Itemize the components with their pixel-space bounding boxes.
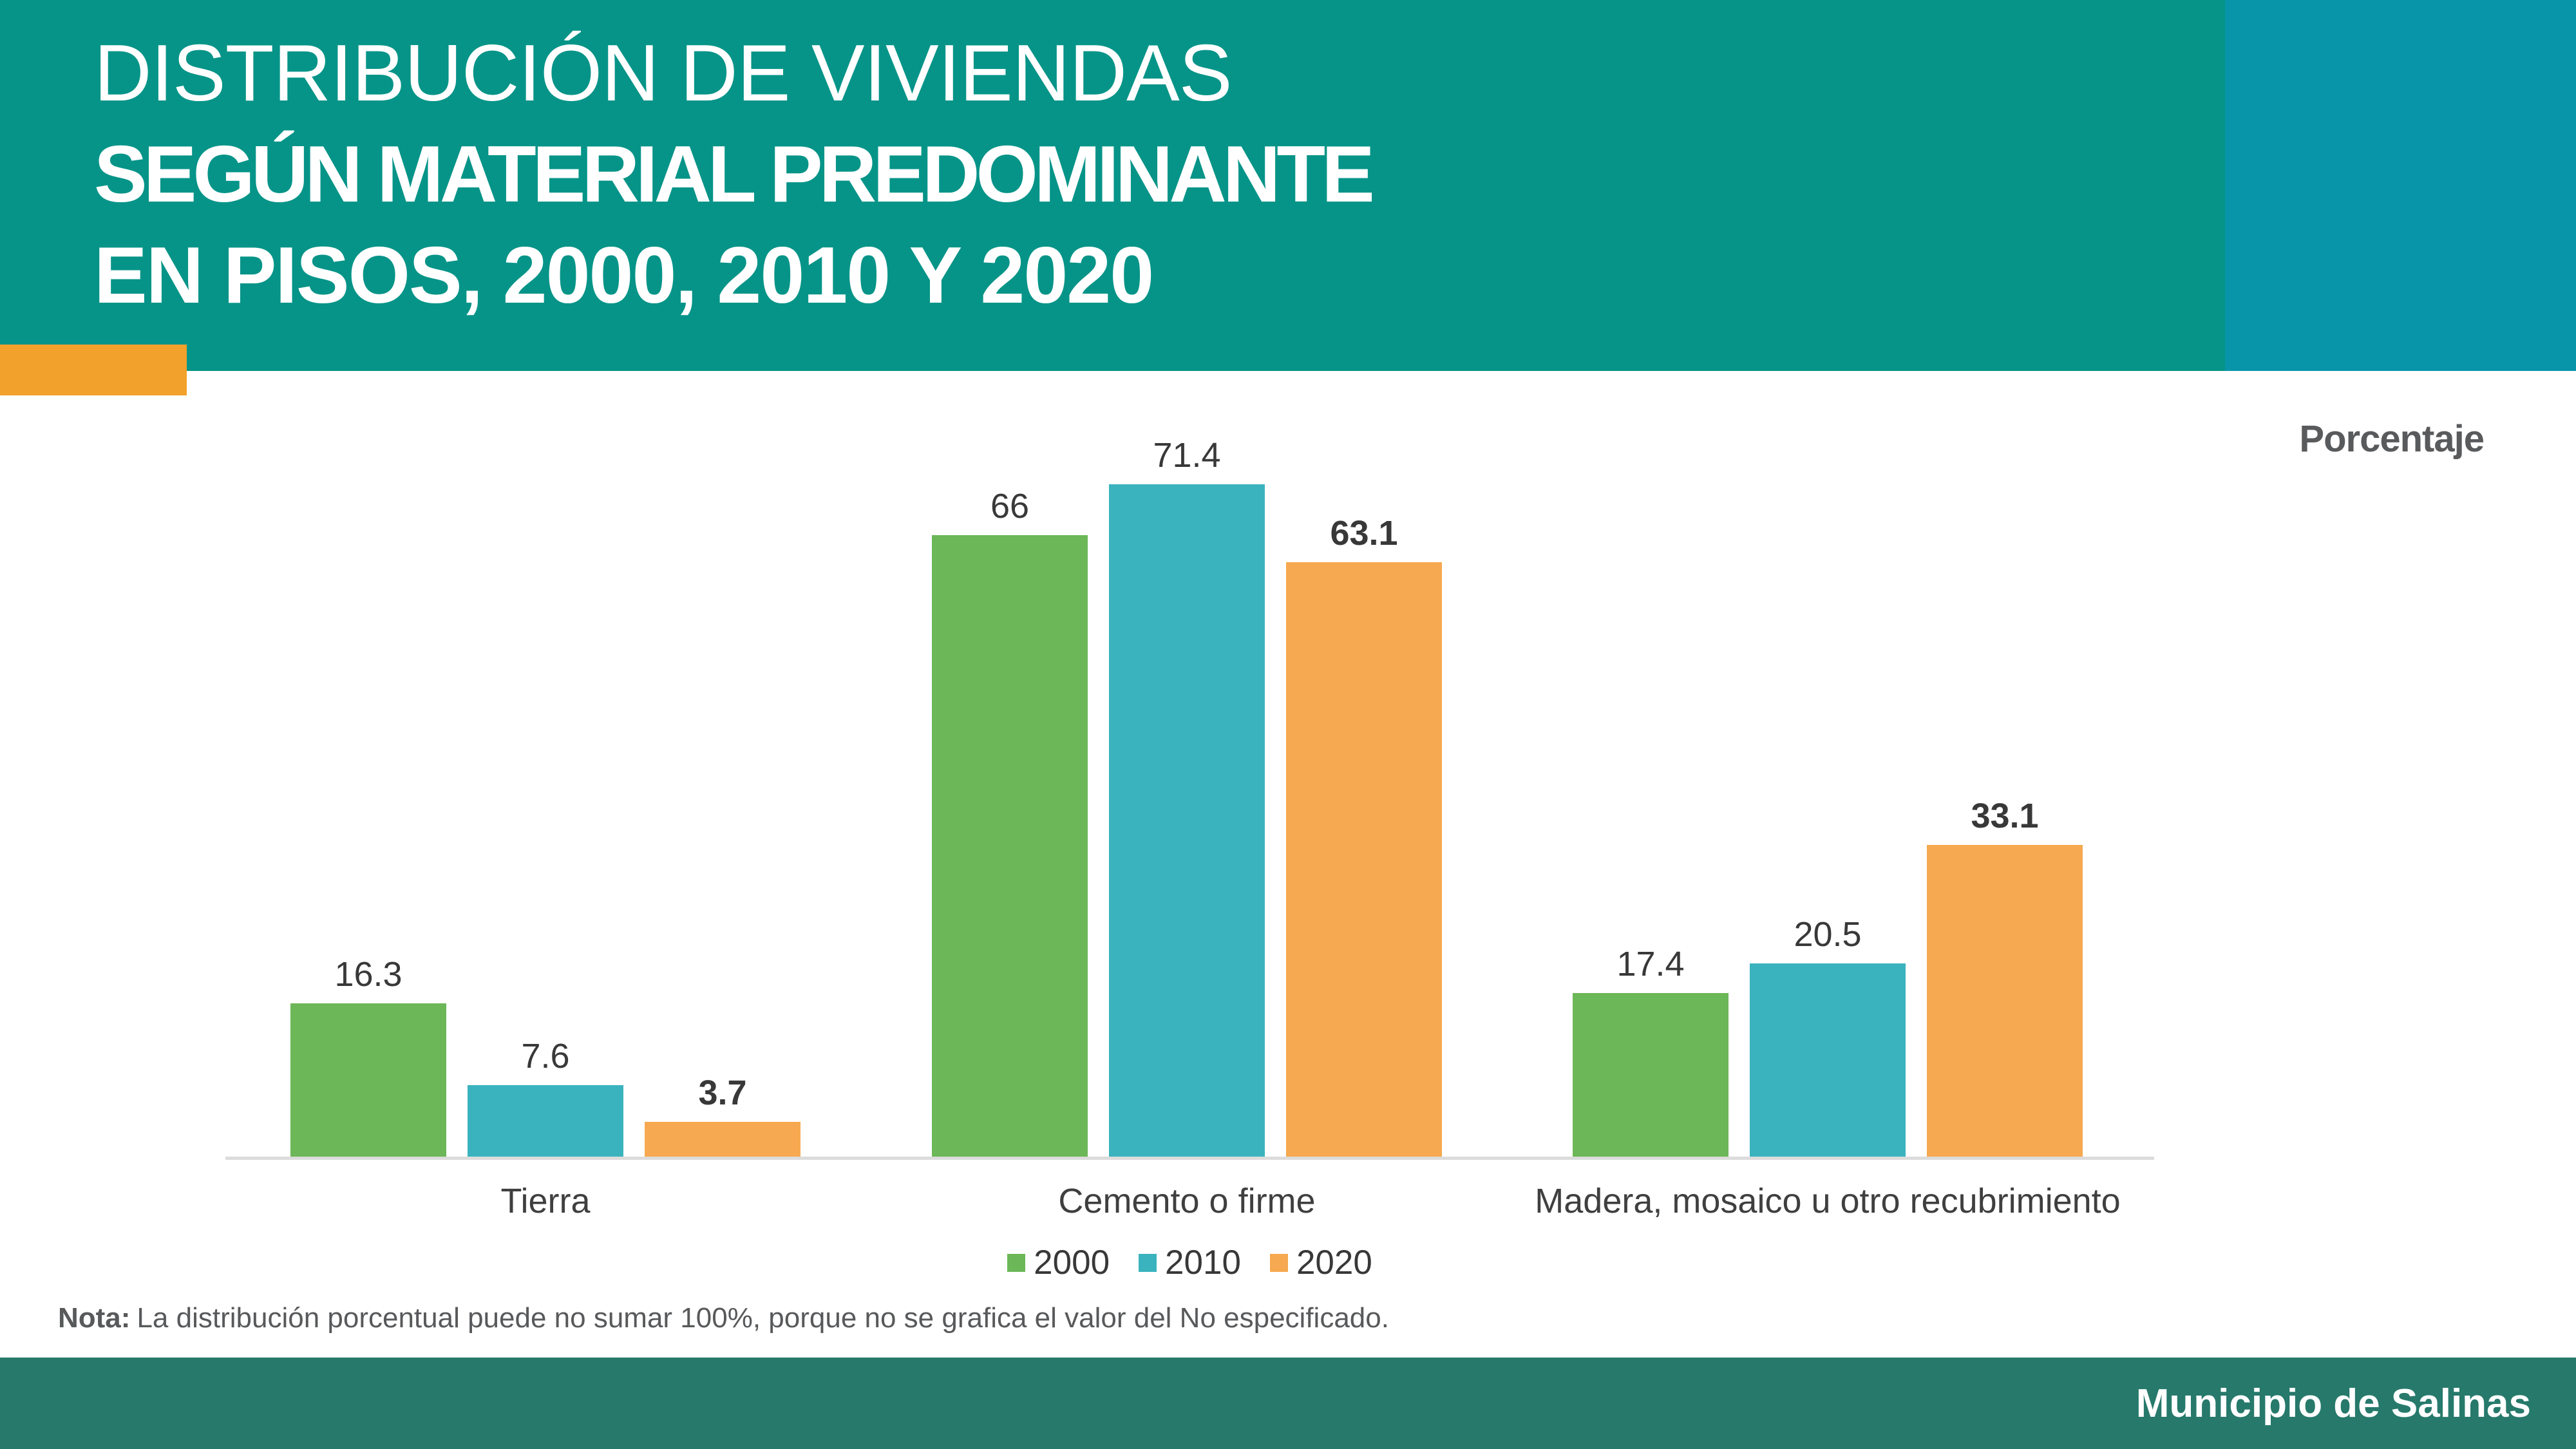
value-label-2020: 33.1 bbox=[1971, 797, 2039, 835]
title-line-3: EN PISOS, 2000, 2010 Y 2020 bbox=[94, 231, 1154, 320]
footer-bar: Municipio de Salinas bbox=[0, 1358, 2576, 1449]
axis-unit-label: Porcentaje bbox=[2299, 418, 2485, 460]
value-label-2020: 63.1 bbox=[1330, 514, 1398, 553]
accent-bar bbox=[0, 345, 187, 395]
bar-cell-2000: 16.3 bbox=[290, 954, 446, 1157]
bar-cell-2020: 63.1 bbox=[1286, 513, 1442, 1157]
legend: 2000 2010 2020 bbox=[225, 1243, 2154, 1282]
value-label-2010: 20.5 bbox=[1794, 915, 1862, 954]
header-icon-panel bbox=[2225, 0, 2576, 371]
note: Nota: La distribución porcentual puede no… bbox=[58, 1300, 1389, 1337]
value-label-2000: 17.4 bbox=[1616, 945, 1685, 983]
legend-swatch-icon bbox=[1269, 1253, 1288, 1272]
bar-2020 bbox=[645, 1122, 800, 1157]
bar-2010 bbox=[1109, 484, 1265, 1157]
category-label-2: Cemento o firme bbox=[1058, 1182, 1316, 1220]
legend-swatch-icon bbox=[1139, 1253, 1157, 1272]
bar-group-1: 16.3 7.6 3.7 bbox=[290, 954, 800, 1157]
page-title: DISTRIBUCIÓN DE VIVIENDAS SEGÚN MATERIAL… bbox=[94, 23, 1375, 327]
bar-2010 bbox=[468, 1085, 623, 1157]
header-banner: DISTRIBUCIÓN DE VIVIENDAS SEGÚN MATERIAL… bbox=[0, 0, 2225, 371]
bar-2020 bbox=[1927, 845, 2083, 1157]
note-text: La distribución porcentual puede no suma… bbox=[137, 1302, 1389, 1334]
bar-2000 bbox=[1573, 993, 1728, 1157]
bar-2000 bbox=[932, 535, 1088, 1157]
bar-group-2: 66 71.4 63.1 bbox=[932, 435, 1442, 1157]
legend-label: 2020 bbox=[1296, 1244, 1372, 1282]
bar-cell-2000: 17.4 bbox=[1573, 944, 1728, 1157]
bar-cell-2000: 66 bbox=[932, 486, 1088, 1157]
bar-2020 bbox=[1286, 562, 1442, 1157]
title-line-2: SEGÚN MATERIAL PREDOMINANTE bbox=[94, 130, 1375, 219]
legend-item-2020: 2020 bbox=[1269, 1243, 1372, 1282]
bar-2010 bbox=[1750, 963, 1906, 1157]
footer-title: Municipio de Salinas bbox=[2136, 1381, 2531, 1426]
category-label-1: Tierra bbox=[500, 1182, 591, 1220]
bar-cell-2010: 71.4 bbox=[1109, 435, 1265, 1157]
bar-2000 bbox=[290, 1003, 446, 1157]
value-label-2020: 3.7 bbox=[698, 1074, 747, 1112]
legend-item-2000: 2000 bbox=[1007, 1243, 1110, 1282]
legend-label: 2000 bbox=[1034, 1244, 1110, 1282]
title-line-1: DISTRIBUCIÓN DE VIVIENDAS bbox=[94, 29, 1232, 118]
bar-cell-2020: 3.7 bbox=[645, 1073, 800, 1157]
legend-item-2010: 2010 bbox=[1139, 1243, 1241, 1282]
bar-cell-2010: 7.6 bbox=[468, 1036, 623, 1157]
x-axis-line bbox=[225, 1157, 2154, 1160]
value-label-2010: 71.4 bbox=[1153, 436, 1221, 475]
value-label-2010: 7.6 bbox=[521, 1037, 570, 1075]
value-label-2000: 66 bbox=[990, 487, 1030, 526]
bar-cell-2020: 33.1 bbox=[1927, 796, 2083, 1157]
legend-swatch-icon bbox=[1007, 1253, 1026, 1272]
legend-label: 2010 bbox=[1165, 1244, 1241, 1282]
bar-group-3: 17.4 20.5 33.1 bbox=[1573, 796, 2083, 1157]
note-label: Nota: bbox=[58, 1302, 131, 1334]
bar-cell-2010: 20.5 bbox=[1750, 914, 1906, 1157]
value-label-2000: 16.3 bbox=[334, 955, 402, 994]
category-label-3: Madera, mosaico u otro recubrimiento bbox=[1535, 1182, 2121, 1220]
